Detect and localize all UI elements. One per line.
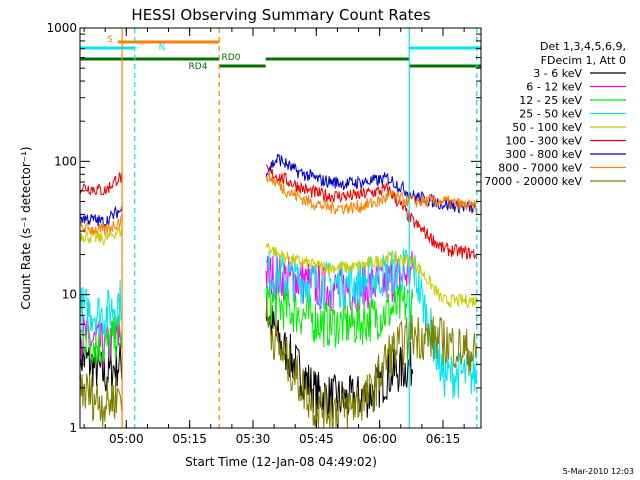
x-tick-label: 05:45 — [299, 432, 334, 446]
chart-title: HESSI Observing Summary Count Rates — [131, 6, 430, 24]
series-line-3 — [79, 248, 478, 399]
x-tick-label: 06:15 — [426, 432, 461, 446]
legend-label: 7000 - 20000 keV — [484, 175, 582, 188]
flag-label-n: N — [159, 43, 166, 53]
y-axis-label: Count Rate (s⁻¹ detector⁻¹) — [19, 146, 33, 309]
legend-label: 25 - 50 keV — [519, 108, 582, 121]
y-tick-label: 10 — [62, 288, 77, 302]
legend-label: 3 - 6 keV — [533, 67, 582, 80]
legend-header-line-1: Det 1,3,4,5,6,9, — [540, 40, 626, 53]
legend-label: 12 - 25 keV — [519, 94, 582, 107]
legend-header-line-2: FDecim 1, Att 0 — [541, 54, 626, 67]
legend-label: 50 - 100 keV — [512, 121, 582, 134]
y-tick-label: 1000 — [46, 21, 77, 35]
x-axis-label: Start Time (12-Jan-08 04:49:02) — [185, 455, 377, 469]
legend-label: 100 - 300 keV — [505, 135, 582, 148]
series-line-5 — [79, 164, 478, 261]
y-tick-label: 1 — [69, 421, 77, 435]
flag-label-rd4: RD4 — [189, 62, 208, 72]
legend-label: 6 - 12 keV — [526, 81, 582, 94]
x-tick-label: 05:00 — [109, 432, 144, 446]
footer-date: 5-Mar-2010 12:03 — [563, 467, 634, 476]
series-line-2 — [79, 280, 414, 364]
legend-label: 800 - 7000 keV — [498, 162, 582, 175]
plot-frame — [79, 27, 482, 429]
x-tick-label: 05:15 — [172, 432, 207, 446]
series-line-4 — [79, 225, 478, 309]
x-tick-label: 06:00 — [362, 432, 397, 446]
y-tick-label: 100 — [54, 154, 77, 168]
legend-label: 300 - 800 keV — [505, 148, 582, 161]
flag-label-s: S — [107, 35, 113, 45]
series-line-8 — [79, 298, 478, 429]
flag-label-rd0: RD0 — [222, 53, 241, 63]
x-tick-label: 05:30 — [236, 432, 271, 446]
series-line-6 — [79, 153, 478, 229]
series-line-7 — [79, 170, 478, 237]
